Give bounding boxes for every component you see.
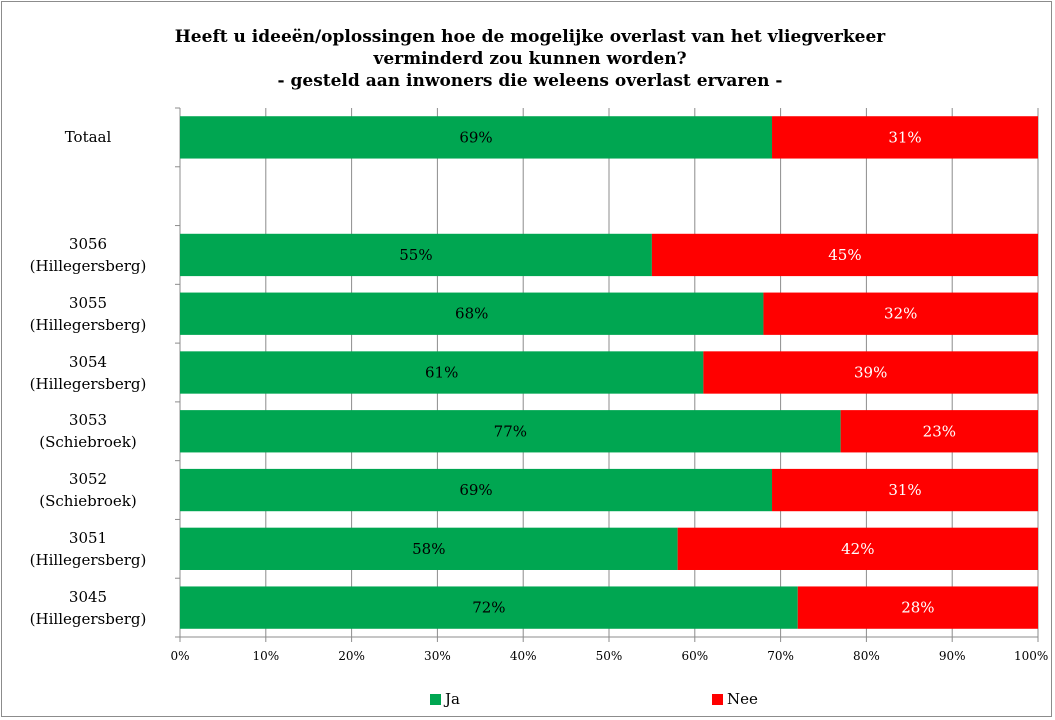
- bar-nee-8: [797, 586, 1038, 629]
- x-tick-label: 100%: [1013, 649, 1049, 663]
- legend-item-ja: Ja: [430, 690, 460, 708]
- category-label-line: (Hillegersberg): [29, 609, 147, 628]
- chart-title-line-3: - gesteld aan inwoners die weleens overl…: [277, 71, 783, 91]
- category-label-line: 3055: [68, 293, 108, 312]
- bar-ja-8: [180, 586, 798, 629]
- data-label: 72%: [472, 599, 505, 617]
- bar-nee-7: [677, 527, 1038, 570]
- data-label: 61%: [425, 364, 458, 382]
- bar-ja-0: [180, 116, 773, 159]
- category-label-line: 3052: [68, 470, 108, 489]
- category-label-line: (Hillegersberg): [29, 315, 147, 334]
- bar-ja-2: [180, 233, 652, 277]
- x-tick-label: 20%: [338, 649, 365, 663]
- x-tick-label: 90%: [938, 649, 966, 663]
- bar-ja-3: [180, 292, 764, 335]
- category-label-line: (Hillegersberg): [29, 374, 147, 393]
- category-label: 3045 (Hillegersberg): [8, 586, 168, 630]
- data-label: 31%: [888, 481, 921, 499]
- data-label: 68%: [455, 305, 488, 323]
- data-label: 39%: [854, 364, 887, 382]
- legend-item-nee: Nee: [712, 690, 758, 708]
- data-label: 31%: [888, 128, 921, 146]
- bar-ja-7: [180, 527, 678, 570]
- x-tick-label: 50%: [595, 649, 623, 663]
- category-label-line: 3054: [68, 352, 108, 371]
- legend-label: Nee: [727, 690, 758, 708]
- category-label-line: (Schiebroek): [39, 433, 137, 452]
- chart-title: Heeft u ideeën/oplossingen hoe de mogeli…: [170, 26, 890, 92]
- bar-nee-0: [772, 116, 1038, 159]
- category-label-line: 3051: [68, 528, 108, 547]
- chart-title-line-1: Heeft u ideeën/oplossingen hoe de mogeli…: [174, 27, 886, 47]
- category-label: 3056 (Hillegersberg): [8, 233, 168, 277]
- x-tick-label: 10%: [252, 649, 280, 663]
- bar-ja-6: [180, 468, 773, 512]
- legend-label: Ja: [445, 690, 460, 708]
- category-label-line: (Hillegersberg): [29, 550, 147, 569]
- x-tick-label: 30%: [424, 649, 451, 663]
- x-tick-label: 70%: [767, 649, 794, 663]
- bar-nee-6: [772, 468, 1038, 512]
- data-label: 28%: [901, 599, 934, 617]
- x-tick-label: 0%: [170, 649, 190, 663]
- bar-ja-5: [180, 410, 841, 453]
- data-label: 58%: [412, 540, 445, 558]
- category-label: Totaal: [8, 126, 168, 148]
- category-label: 3053 (Schiebroek): [8, 409, 168, 453]
- data-label: 42%: [841, 540, 874, 558]
- data-label: 55%: [399, 246, 432, 264]
- legend-swatch: [712, 694, 723, 705]
- bar-nee-5: [840, 410, 1038, 453]
- chart-title-line-2: verminderd zou kunnen worden?: [373, 49, 687, 69]
- category-label-line: 3045: [68, 587, 108, 606]
- data-label: 77%: [494, 422, 527, 440]
- category-label-line: 3053: [68, 411, 108, 430]
- x-tick-label: 80%: [853, 649, 880, 663]
- category-label-line: Totaal: [64, 128, 112, 147]
- category-label: 3052 (Schiebroek): [8, 468, 168, 512]
- category-label: 3051 (Hillegersberg): [8, 527, 168, 571]
- category-label: 3055 (Hillegersberg): [8, 292, 168, 336]
- data-label: 69%: [459, 481, 492, 499]
- category-label-line: (Schiebroek): [39, 492, 137, 511]
- data-label: 32%: [884, 305, 917, 323]
- data-label: 45%: [828, 246, 861, 264]
- category-label-line: 3056: [68, 234, 108, 253]
- data-label: 23%: [923, 422, 956, 440]
- bar-nee-3: [763, 292, 1038, 335]
- x-tick-label: 60%: [681, 649, 709, 663]
- legend-swatch: [430, 694, 441, 705]
- category-label-line: (Hillegersberg): [29, 256, 147, 275]
- category-label: 3054 (Hillegersberg): [8, 351, 168, 395]
- bar-nee-2: [651, 233, 1038, 277]
- data-label: 69%: [459, 128, 492, 146]
- x-tick-label: 40%: [509, 649, 537, 663]
- bar-ja-4: [180, 351, 704, 394]
- bar-nee-4: [703, 351, 1038, 394]
